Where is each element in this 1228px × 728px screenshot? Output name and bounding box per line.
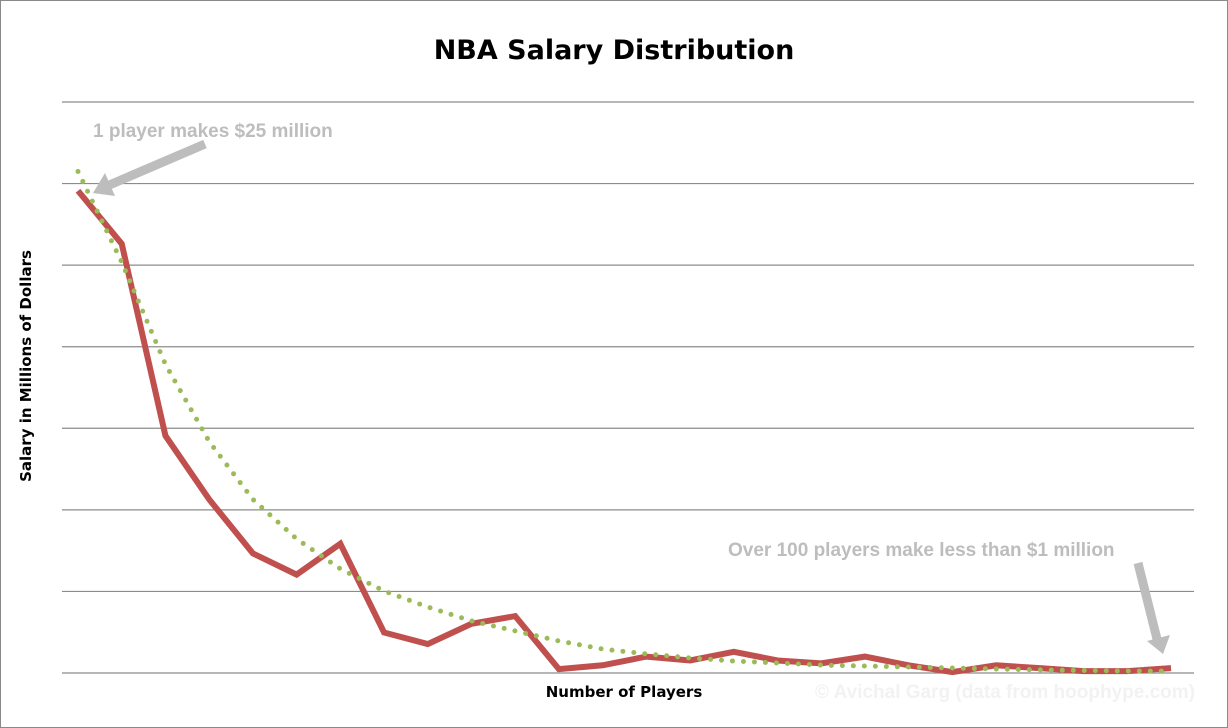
annotation-top-text: 1 player makes $25 million	[93, 121, 333, 142]
gridlines	[62, 101, 1194, 674]
annotation-top-arrow	[93, 139, 207, 196]
y-axis-label: Salary in Millions of Dollars	[17, 250, 35, 482]
x-axis-label: Number of Players	[546, 683, 703, 701]
annotation-bottom-arrow	[1133, 561, 1170, 654]
annotation-bottom-text: Over 100 players make less than $1 milli…	[728, 540, 1115, 561]
watermark: © Avichal Garg (data from hoophype.com)	[815, 682, 1195, 703]
chart-title: NBA Salary Distribution	[434, 35, 795, 66]
series-group	[75, 168, 1174, 676]
salary-series-line	[75, 188, 1172, 676]
trendline-series	[75, 168, 1174, 674]
